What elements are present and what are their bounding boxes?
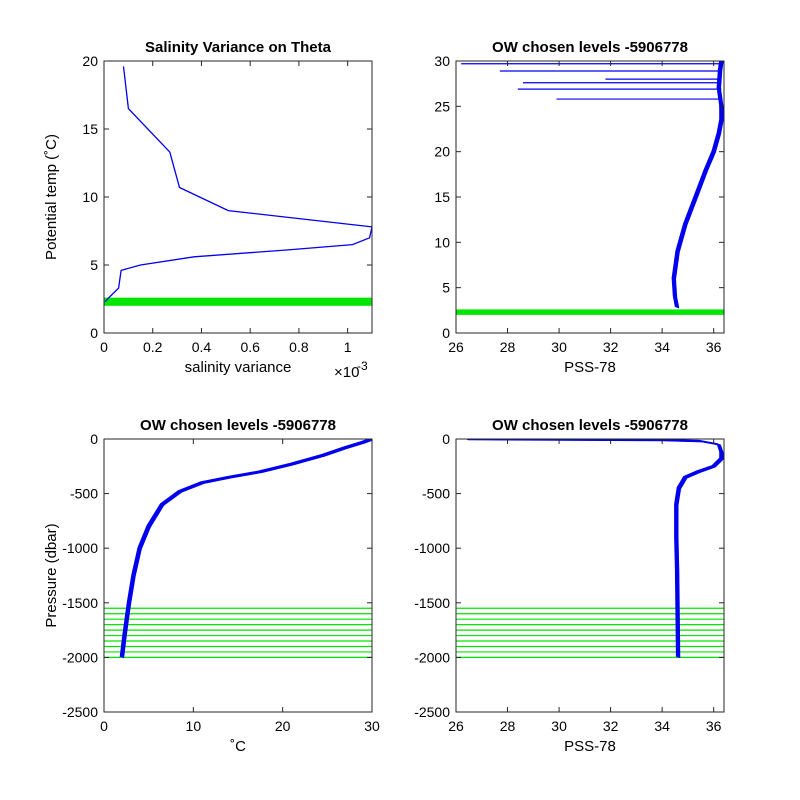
- y-tick-label: 20: [82, 53, 98, 69]
- plot-panel-2: 26 28 30 32 34 36 0 5 10 15 20 25 30 OW chosen levels…: [434, 39, 725, 376]
- x-axis-label: PSS-78: [564, 738, 616, 755]
- x-tick-label: 34: [654, 339, 670, 355]
- chart-title: Salinity Variance on Theta: [145, 39, 332, 56]
- series-line: [674, 61, 724, 309]
- x-tick-label: 26: [448, 718, 464, 734]
- y-tick-label: -1000: [62, 540, 98, 556]
- series-line: [467, 439, 724, 659]
- plot-data: [104, 66, 372, 306]
- chosen-level-band: [456, 309, 724, 315]
- y-tick-label: 5: [90, 257, 98, 273]
- x-tick-label: 32: [603, 718, 619, 734]
- x-tick-label: 0.8: [289, 339, 309, 355]
- y-tick-label: 0: [90, 431, 98, 447]
- y-tick-label: -1500: [414, 595, 450, 611]
- y-tick-label: -2500: [62, 704, 98, 720]
- chart-title: OW chosen levels -5906778: [492, 417, 688, 434]
- x-tick-label: 28: [500, 718, 516, 734]
- x-tick-label: 0.2: [143, 339, 163, 355]
- x-tick-label: 0: [100, 339, 108, 355]
- x-tick-label: 0.4: [192, 339, 212, 355]
- x-tick-label: 30: [551, 339, 567, 355]
- plot-data: [104, 439, 372, 659]
- x-tick-label: 30: [364, 718, 380, 734]
- plot-panel-3: 0 10 20 30 -2500 -2000 -1500 -1000 -500 0 OW chose…: [43, 417, 380, 755]
- x-tick-label: 30: [551, 718, 567, 734]
- plot-area: [104, 61, 372, 333]
- y-tick-label: 0: [442, 431, 450, 447]
- plot-data: [456, 61, 724, 315]
- series-line: [672, 61, 722, 308]
- x-axis-label: ˚C: [230, 738, 246, 755]
- x-tick-label: 0: [100, 718, 108, 734]
- series-line: [671, 61, 721, 308]
- y-tick-label: 20: [434, 144, 450, 160]
- y-tick-label: -500: [70, 486, 98, 502]
- y-tick-label: 0: [442, 325, 450, 341]
- y-tick-label: -2000: [414, 649, 450, 665]
- y-tick-label: -2000: [62, 649, 98, 665]
- y-tick-label: 15: [82, 121, 98, 137]
- y-tick-label: 5: [442, 280, 450, 296]
- x-tick-label: 36: [706, 339, 722, 355]
- y-tick-label: 0: [90, 325, 98, 341]
- x-axis-label: PSS-78: [564, 359, 616, 376]
- series-line: [673, 61, 723, 309]
- x-tick-label: 20: [275, 718, 291, 734]
- y-tick-label: 10: [82, 189, 98, 205]
- y-tick-label: -1500: [62, 595, 98, 611]
- x-tick-label: 36: [706, 718, 722, 734]
- y-tick-label: 15: [434, 189, 450, 205]
- x-axis-label: salinity variance: [185, 359, 292, 376]
- series-line: [122, 439, 372, 659]
- chosen-level-band: [104, 297, 372, 306]
- x-tick-label: 26: [448, 339, 464, 355]
- axes-box: [103, 438, 373, 713]
- y-tick-label: -1000: [414, 540, 450, 556]
- chart-title: OW chosen levels -5906778: [492, 39, 688, 56]
- y-axis-label: Potential temp (˚C): [43, 134, 60, 260]
- axes-box: [455, 438, 725, 713]
- y-tick-label: 30: [434, 53, 450, 69]
- x-tick-label: 34: [654, 718, 670, 734]
- series-line: [104, 66, 372, 303]
- x-tick-label: 0.6: [240, 339, 260, 355]
- y-tick-label: 10: [434, 234, 450, 250]
- chart-title: OW chosen levels -5906778: [140, 417, 336, 434]
- x-multiplier-exponent: -3: [357, 359, 368, 373]
- x-tick-label: 28: [500, 339, 516, 355]
- y-axis-label: Pressure (dbar): [43, 523, 60, 627]
- x-tick-label: 32: [603, 339, 619, 355]
- y-tick-label: -2500: [414, 704, 450, 720]
- plot-area: [104, 439, 372, 712]
- x-tick-label: 10: [186, 718, 202, 734]
- plot-panel-4: 26 28 30 32 34 36 -2500 -2000 -1500 -1000 -500 0 OW …: [414, 417, 725, 755]
- plot-data: [456, 439, 724, 659]
- y-tick-label: -500: [422, 486, 450, 502]
- y-tick-label: 25: [434, 98, 450, 114]
- x-tick-label: 1: [344, 339, 352, 355]
- series-line: [673, 61, 723, 308]
- plot-area: [456, 61, 724, 333]
- x-multiplier: ×10: [334, 364, 359, 381]
